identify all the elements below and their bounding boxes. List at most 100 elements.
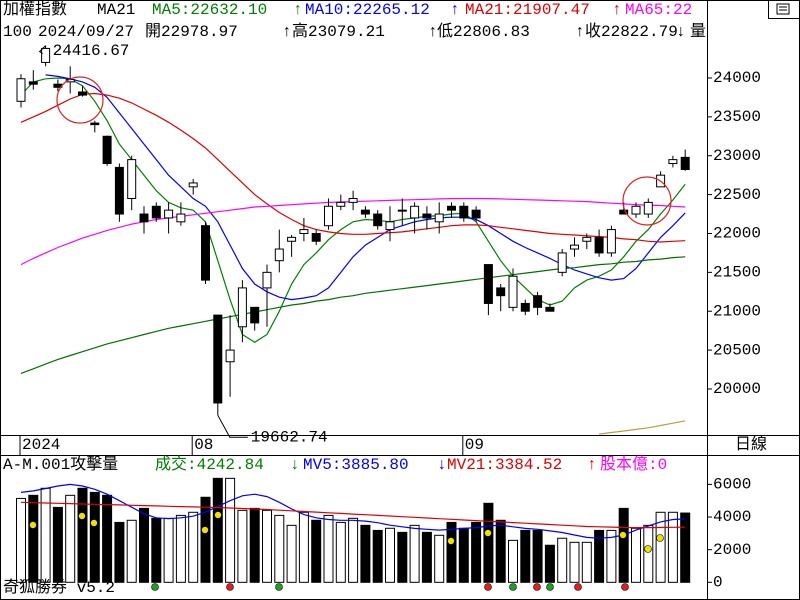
legend-arrow: ↓ [290, 456, 300, 474]
volume-bar [28, 494, 39, 583]
volume-bar [175, 514, 186, 583]
info-arrow: ↑ [282, 23, 292, 41]
volume-bar [569, 541, 580, 583]
legend-entry: 股本億:0 [600, 455, 667, 474]
candle-body [422, 213, 432, 219]
volume-bar [102, 494, 113, 583]
volume-bar [532, 529, 543, 583]
candle-body [201, 225, 210, 281]
volume-bar [237, 509, 248, 583]
price-panel [16, 45, 690, 435]
annotation-leader [38, 45, 46, 55]
volume-bar [262, 509, 272, 583]
candle-body [139, 213, 149, 223]
volume-bar [139, 507, 149, 583]
candle-body [28, 81, 38, 85]
x-tick-label: 08 [194, 436, 213, 454]
volume-bar [126, 519, 137, 583]
candle-body [237, 287, 247, 328]
info-arrow: ↓ [676, 23, 686, 41]
y-tick-label: 4000 [713, 508, 751, 526]
y-tick-label: 20500 [713, 341, 761, 359]
candle-body [250, 306, 260, 324]
volume-bar [544, 544, 555, 583]
ma-line [20, 92, 686, 243]
info-text: 2024/09/27 [38, 23, 134, 41]
high-annotation: 24416.67 [53, 42, 130, 60]
volume-bar [618, 507, 629, 583]
volume-bar [323, 514, 334, 583]
volume-bar [311, 519, 322, 583]
volume-bar [200, 496, 211, 583]
candle-body [16, 78, 26, 102]
volume-bar [52, 506, 63, 583]
y-tick-label: 22000 [713, 225, 761, 243]
menu-icon[interactable] [768, 0, 800, 19]
volume-bar [421, 531, 432, 583]
indicator: MA21 [97, 1, 135, 19]
candle-body [299, 229, 309, 234]
candle-body [262, 271, 272, 289]
info-text: 低22806.83 [437, 22, 530, 41]
info-text: 100 [3, 23, 32, 41]
volume-bar [631, 527, 641, 583]
candle-body [643, 201, 653, 215]
candle-body [311, 232, 321, 242]
candle-body [78, 91, 87, 96]
candle-body [594, 236, 604, 254]
candle-body [410, 205, 420, 219]
volume-bar [458, 527, 469, 583]
candle-body [360, 209, 370, 215]
highlight-circle [622, 176, 672, 226]
candle-body [164, 209, 174, 219]
candle-body [127, 159, 137, 199]
candle-body [447, 205, 456, 211]
legend-entry: MA21:21907.47 [465, 1, 590, 19]
y-tick-label: 21000 [713, 302, 761, 320]
volume-title: A-M.001攻擊量 [3, 455, 118, 474]
volume-bar [594, 529, 605, 583]
candle-body [176, 213, 186, 223]
volume-bar [581, 541, 592, 583]
y-tick-label: 24000 [713, 69, 761, 87]
candle-body [287, 236, 297, 242]
footer: 奇狐勝券 v5.2 [3, 578, 115, 597]
candle-body [385, 221, 395, 231]
candle-body [397, 209, 407, 212]
volume-bar [397, 531, 408, 583]
legend-arrow: ↑ [293, 1, 303, 19]
candle-body [508, 275, 518, 308]
highlight-circle [56, 76, 104, 124]
candle-body [459, 205, 469, 219]
volume-bar [680, 512, 691, 583]
y-tick-label: 23000 [713, 147, 761, 165]
y-tick-label: 2000 [713, 541, 751, 559]
candle-body [668, 159, 678, 165]
volume-bar [212, 477, 223, 583]
info-text: 收22822.79 [585, 22, 678, 41]
legend-entry: 成交:4242.84 [155, 455, 264, 474]
volume-bar [557, 537, 568, 583]
volume-bar [188, 511, 199, 583]
candle-body [225, 349, 235, 363]
volume-bar [16, 497, 26, 583]
volume-bar [286, 524, 297, 583]
x-tick-label: 09 [465, 436, 484, 454]
legend-arrow: ↓ [437, 456, 447, 474]
info-arrow: ↑ [575, 23, 585, 41]
y-tick-label: 6000 [713, 476, 751, 494]
volume-bar [372, 529, 383, 583]
candle-body [114, 166, 124, 215]
volume-bar [77, 487, 88, 583]
candle-body [680, 156, 690, 171]
volume-bar [508, 539, 518, 583]
legend-arrow: ↑ [587, 456, 597, 474]
volume-bar [360, 524, 371, 583]
volume-bar [89, 491, 100, 583]
ma-line [20, 256, 686, 374]
candle-body [434, 213, 444, 223]
candle-body [619, 209, 629, 215]
y-tick-label: 23500 [713, 108, 761, 126]
ma-line [45, 74, 686, 301]
